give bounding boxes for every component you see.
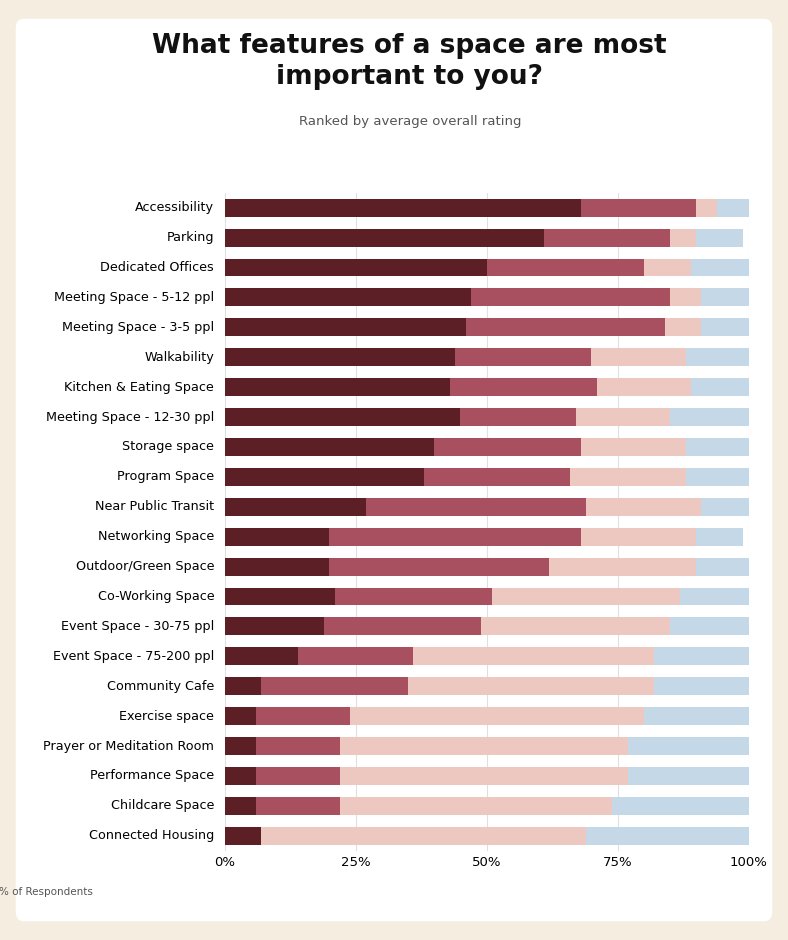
- Bar: [597, 378, 691, 396]
- Bar: [581, 198, 697, 216]
- Bar: [225, 767, 256, 785]
- Bar: [329, 557, 549, 575]
- Bar: [225, 677, 262, 696]
- Bar: [486, 258, 644, 276]
- Bar: [697, 228, 743, 246]
- Bar: [686, 348, 749, 367]
- Bar: [225, 228, 545, 246]
- Bar: [340, 797, 612, 815]
- Bar: [262, 677, 408, 696]
- Bar: [225, 198, 581, 216]
- Bar: [644, 707, 749, 725]
- Bar: [225, 797, 256, 815]
- Bar: [424, 468, 571, 486]
- Bar: [434, 438, 581, 456]
- Bar: [225, 737, 256, 755]
- Bar: [670, 289, 701, 306]
- Bar: [256, 707, 351, 725]
- Text: % of Respondents: % of Respondents: [0, 887, 93, 897]
- Bar: [591, 348, 686, 367]
- Bar: [691, 378, 749, 396]
- Bar: [225, 289, 471, 306]
- Bar: [256, 737, 340, 755]
- Bar: [492, 588, 681, 605]
- Bar: [545, 228, 670, 246]
- Bar: [455, 348, 591, 367]
- Bar: [225, 648, 298, 666]
- Bar: [701, 319, 749, 337]
- Bar: [670, 618, 749, 635]
- Bar: [654, 677, 749, 696]
- Bar: [225, 707, 256, 725]
- Bar: [262, 827, 586, 845]
- Bar: [571, 468, 686, 486]
- Bar: [335, 588, 492, 605]
- Bar: [256, 797, 340, 815]
- Bar: [225, 319, 466, 337]
- Bar: [670, 228, 697, 246]
- Bar: [225, 498, 366, 516]
- Bar: [654, 648, 749, 666]
- Bar: [413, 648, 654, 666]
- Bar: [466, 319, 665, 337]
- Bar: [450, 378, 597, 396]
- Bar: [612, 797, 749, 815]
- Bar: [701, 289, 749, 306]
- Bar: [366, 498, 586, 516]
- Bar: [586, 827, 749, 845]
- Bar: [225, 827, 262, 845]
- Bar: [628, 737, 749, 755]
- Bar: [665, 319, 701, 337]
- Bar: [256, 767, 340, 785]
- Bar: [340, 767, 628, 785]
- Bar: [581, 438, 686, 456]
- Bar: [717, 198, 749, 216]
- Bar: [408, 677, 654, 696]
- Bar: [324, 618, 481, 635]
- Bar: [225, 527, 329, 545]
- Bar: [298, 648, 413, 666]
- Bar: [691, 258, 749, 276]
- Bar: [697, 557, 749, 575]
- Bar: [481, 618, 670, 635]
- Bar: [549, 557, 697, 575]
- Bar: [628, 767, 749, 785]
- Bar: [225, 348, 455, 367]
- Bar: [697, 198, 717, 216]
- Bar: [670, 408, 749, 426]
- Bar: [225, 468, 424, 486]
- Bar: [340, 737, 628, 755]
- Bar: [225, 438, 434, 456]
- Bar: [351, 707, 644, 725]
- Bar: [225, 408, 460, 426]
- Bar: [581, 527, 697, 545]
- Bar: [586, 498, 701, 516]
- Bar: [697, 527, 743, 545]
- Bar: [225, 378, 450, 396]
- Bar: [576, 408, 670, 426]
- Bar: [686, 468, 749, 486]
- Text: Ranked by average overall rating: Ranked by average overall rating: [299, 115, 521, 128]
- Bar: [686, 438, 749, 456]
- Text: What features of a space are most
important to you?: What features of a space are most import…: [152, 33, 667, 90]
- Bar: [460, 408, 576, 426]
- Bar: [225, 618, 324, 635]
- Bar: [701, 498, 749, 516]
- Bar: [225, 588, 335, 605]
- Bar: [471, 289, 670, 306]
- Bar: [225, 258, 486, 276]
- Bar: [329, 527, 581, 545]
- Bar: [225, 557, 329, 575]
- Bar: [681, 588, 749, 605]
- Bar: [644, 258, 691, 276]
